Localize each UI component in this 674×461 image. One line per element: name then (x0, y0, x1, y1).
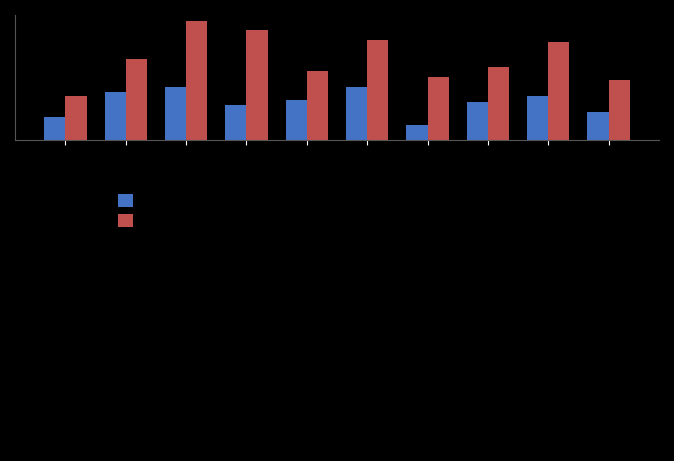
Bar (44, 118, 65, 140)
Bar (225, 105, 247, 140)
Bar (307, 71, 328, 140)
Bar (427, 77, 449, 140)
Bar (286, 100, 307, 140)
Bar (65, 96, 86, 140)
Bar (488, 67, 509, 140)
Legend: , : , (118, 194, 139, 227)
Bar (126, 59, 147, 140)
Bar (467, 102, 488, 140)
Bar (367, 40, 388, 140)
Bar (247, 30, 268, 140)
Bar (104, 93, 126, 140)
Bar (346, 88, 367, 140)
Bar (165, 88, 186, 140)
Bar (609, 80, 630, 140)
Bar (527, 96, 548, 140)
Bar (406, 125, 427, 140)
Bar (186, 21, 207, 140)
Bar (548, 42, 570, 140)
Bar (588, 112, 609, 140)
